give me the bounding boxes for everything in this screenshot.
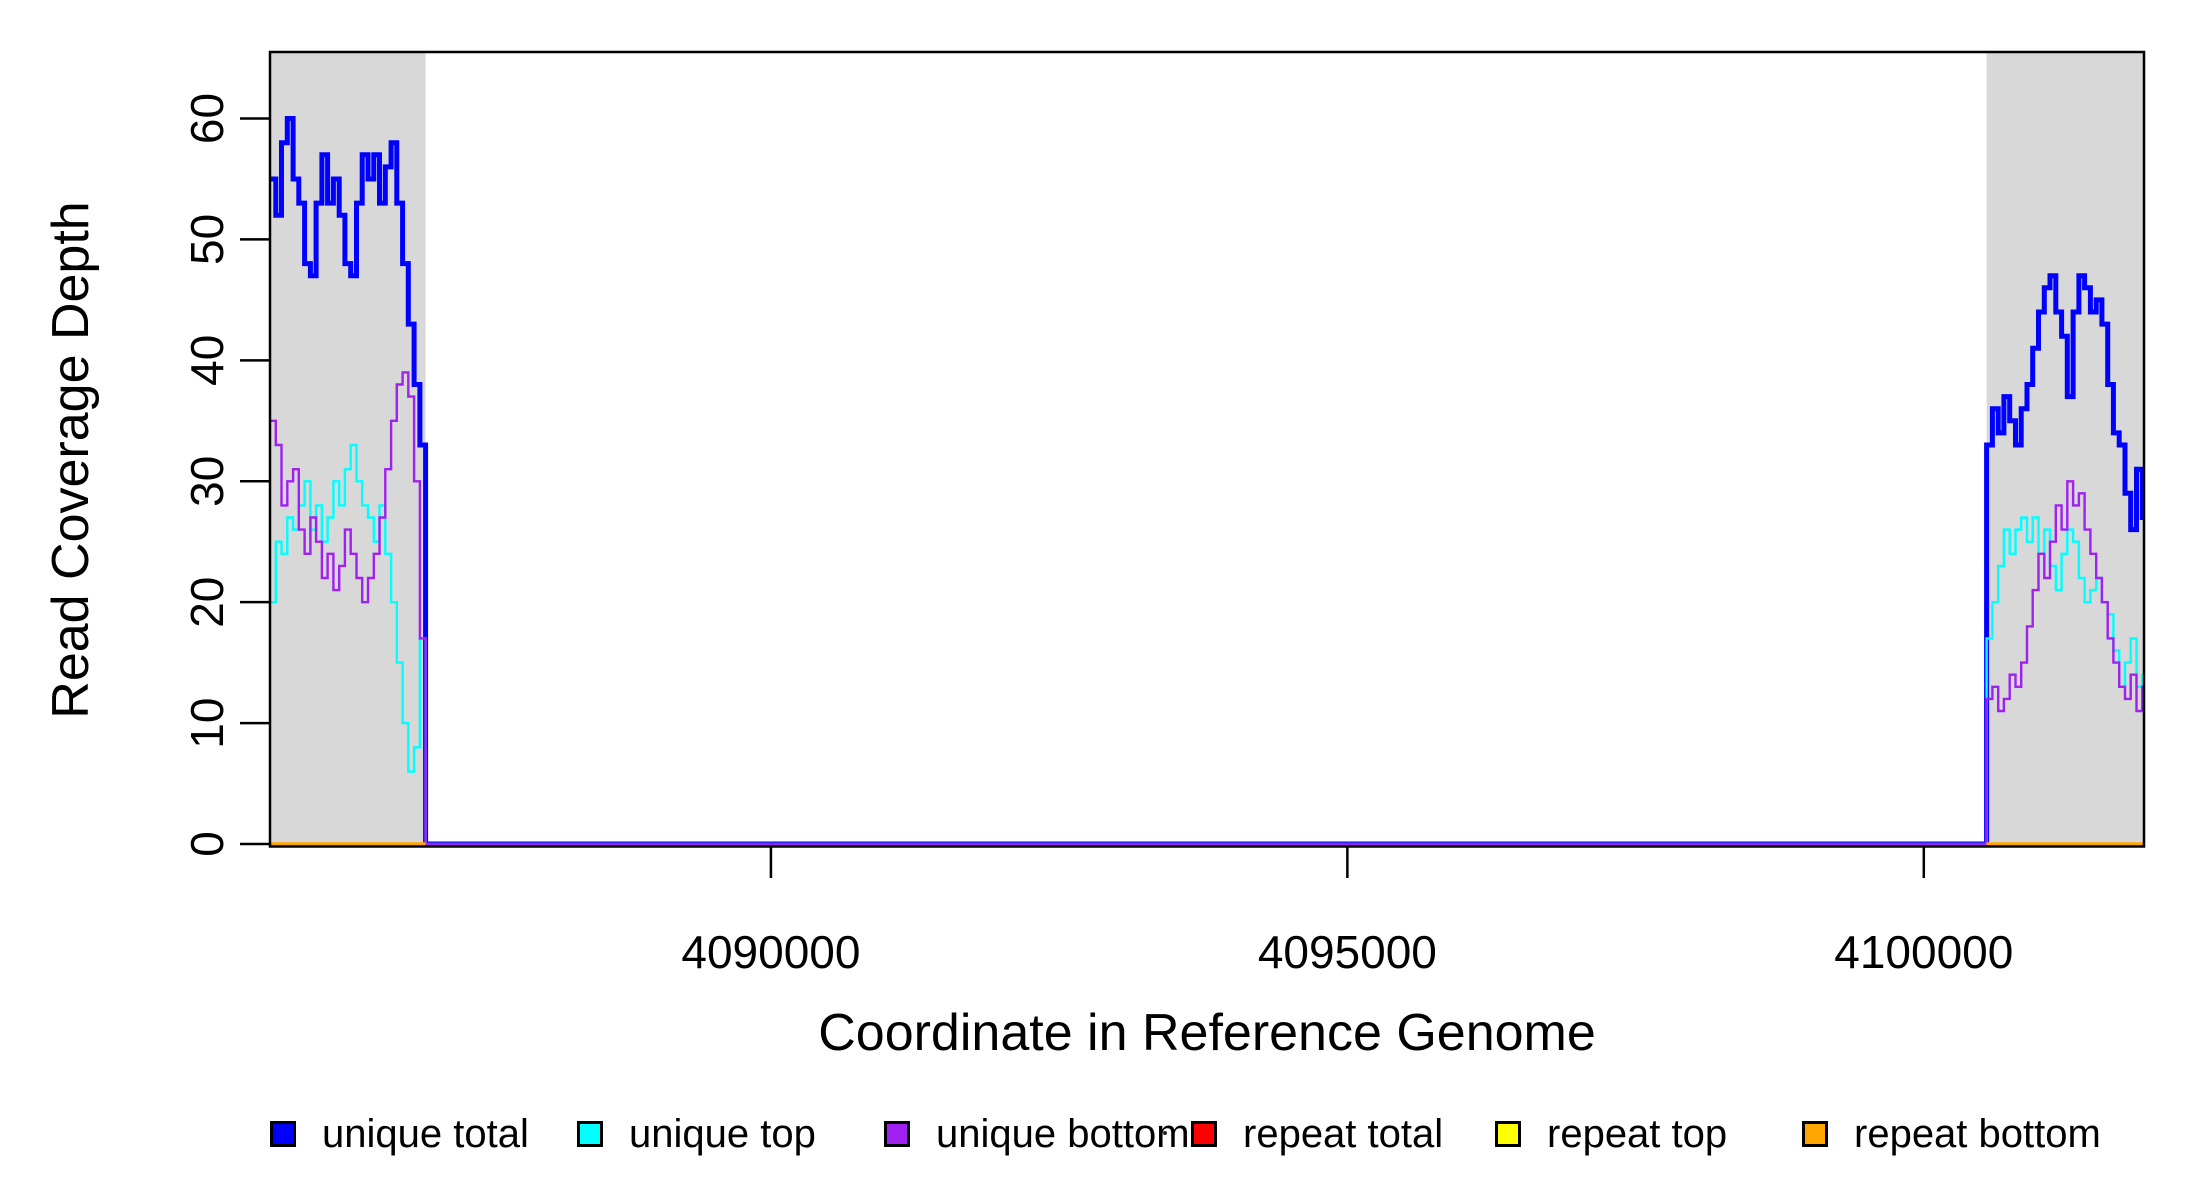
plot-border	[268, 50, 2146, 848]
y-axis-title: Read Coverage Depth	[42, 201, 100, 718]
series-unique-total	[270, 116, 2144, 847]
x-axis-title: Coordinate in Reference Genome	[818, 1004, 1596, 1062]
shaded-band	[270, 52, 426, 847]
series-unique-top	[270, 443, 2144, 846]
plot-frame	[268, 50, 2146, 848]
series-unique-bottom	[270, 371, 2144, 846]
x-tick-label: 4095000	[1258, 926, 1437, 978]
y-tick-label: 60	[181, 93, 233, 144]
coverage-series	[270, 116, 2144, 847]
y-tick-label: 50	[181, 214, 233, 265]
axes: 0 10 20 30 40 50 60 4090000 4095000 4100000	[181, 93, 2013, 978]
y-tick-label: 0	[181, 831, 233, 857]
x-tick-label: 4090000	[681, 926, 860, 978]
shaded-repeat-regions	[270, 52, 2144, 847]
y-tick-label: 10	[181, 698, 233, 749]
y-tick-label: 30	[181, 456, 233, 507]
y-tick-label: 20	[181, 577, 233, 628]
shaded-band	[1986, 52, 2144, 847]
y-tick-label: 40	[181, 335, 233, 386]
x-tick-label: 4100000	[1834, 926, 2013, 978]
